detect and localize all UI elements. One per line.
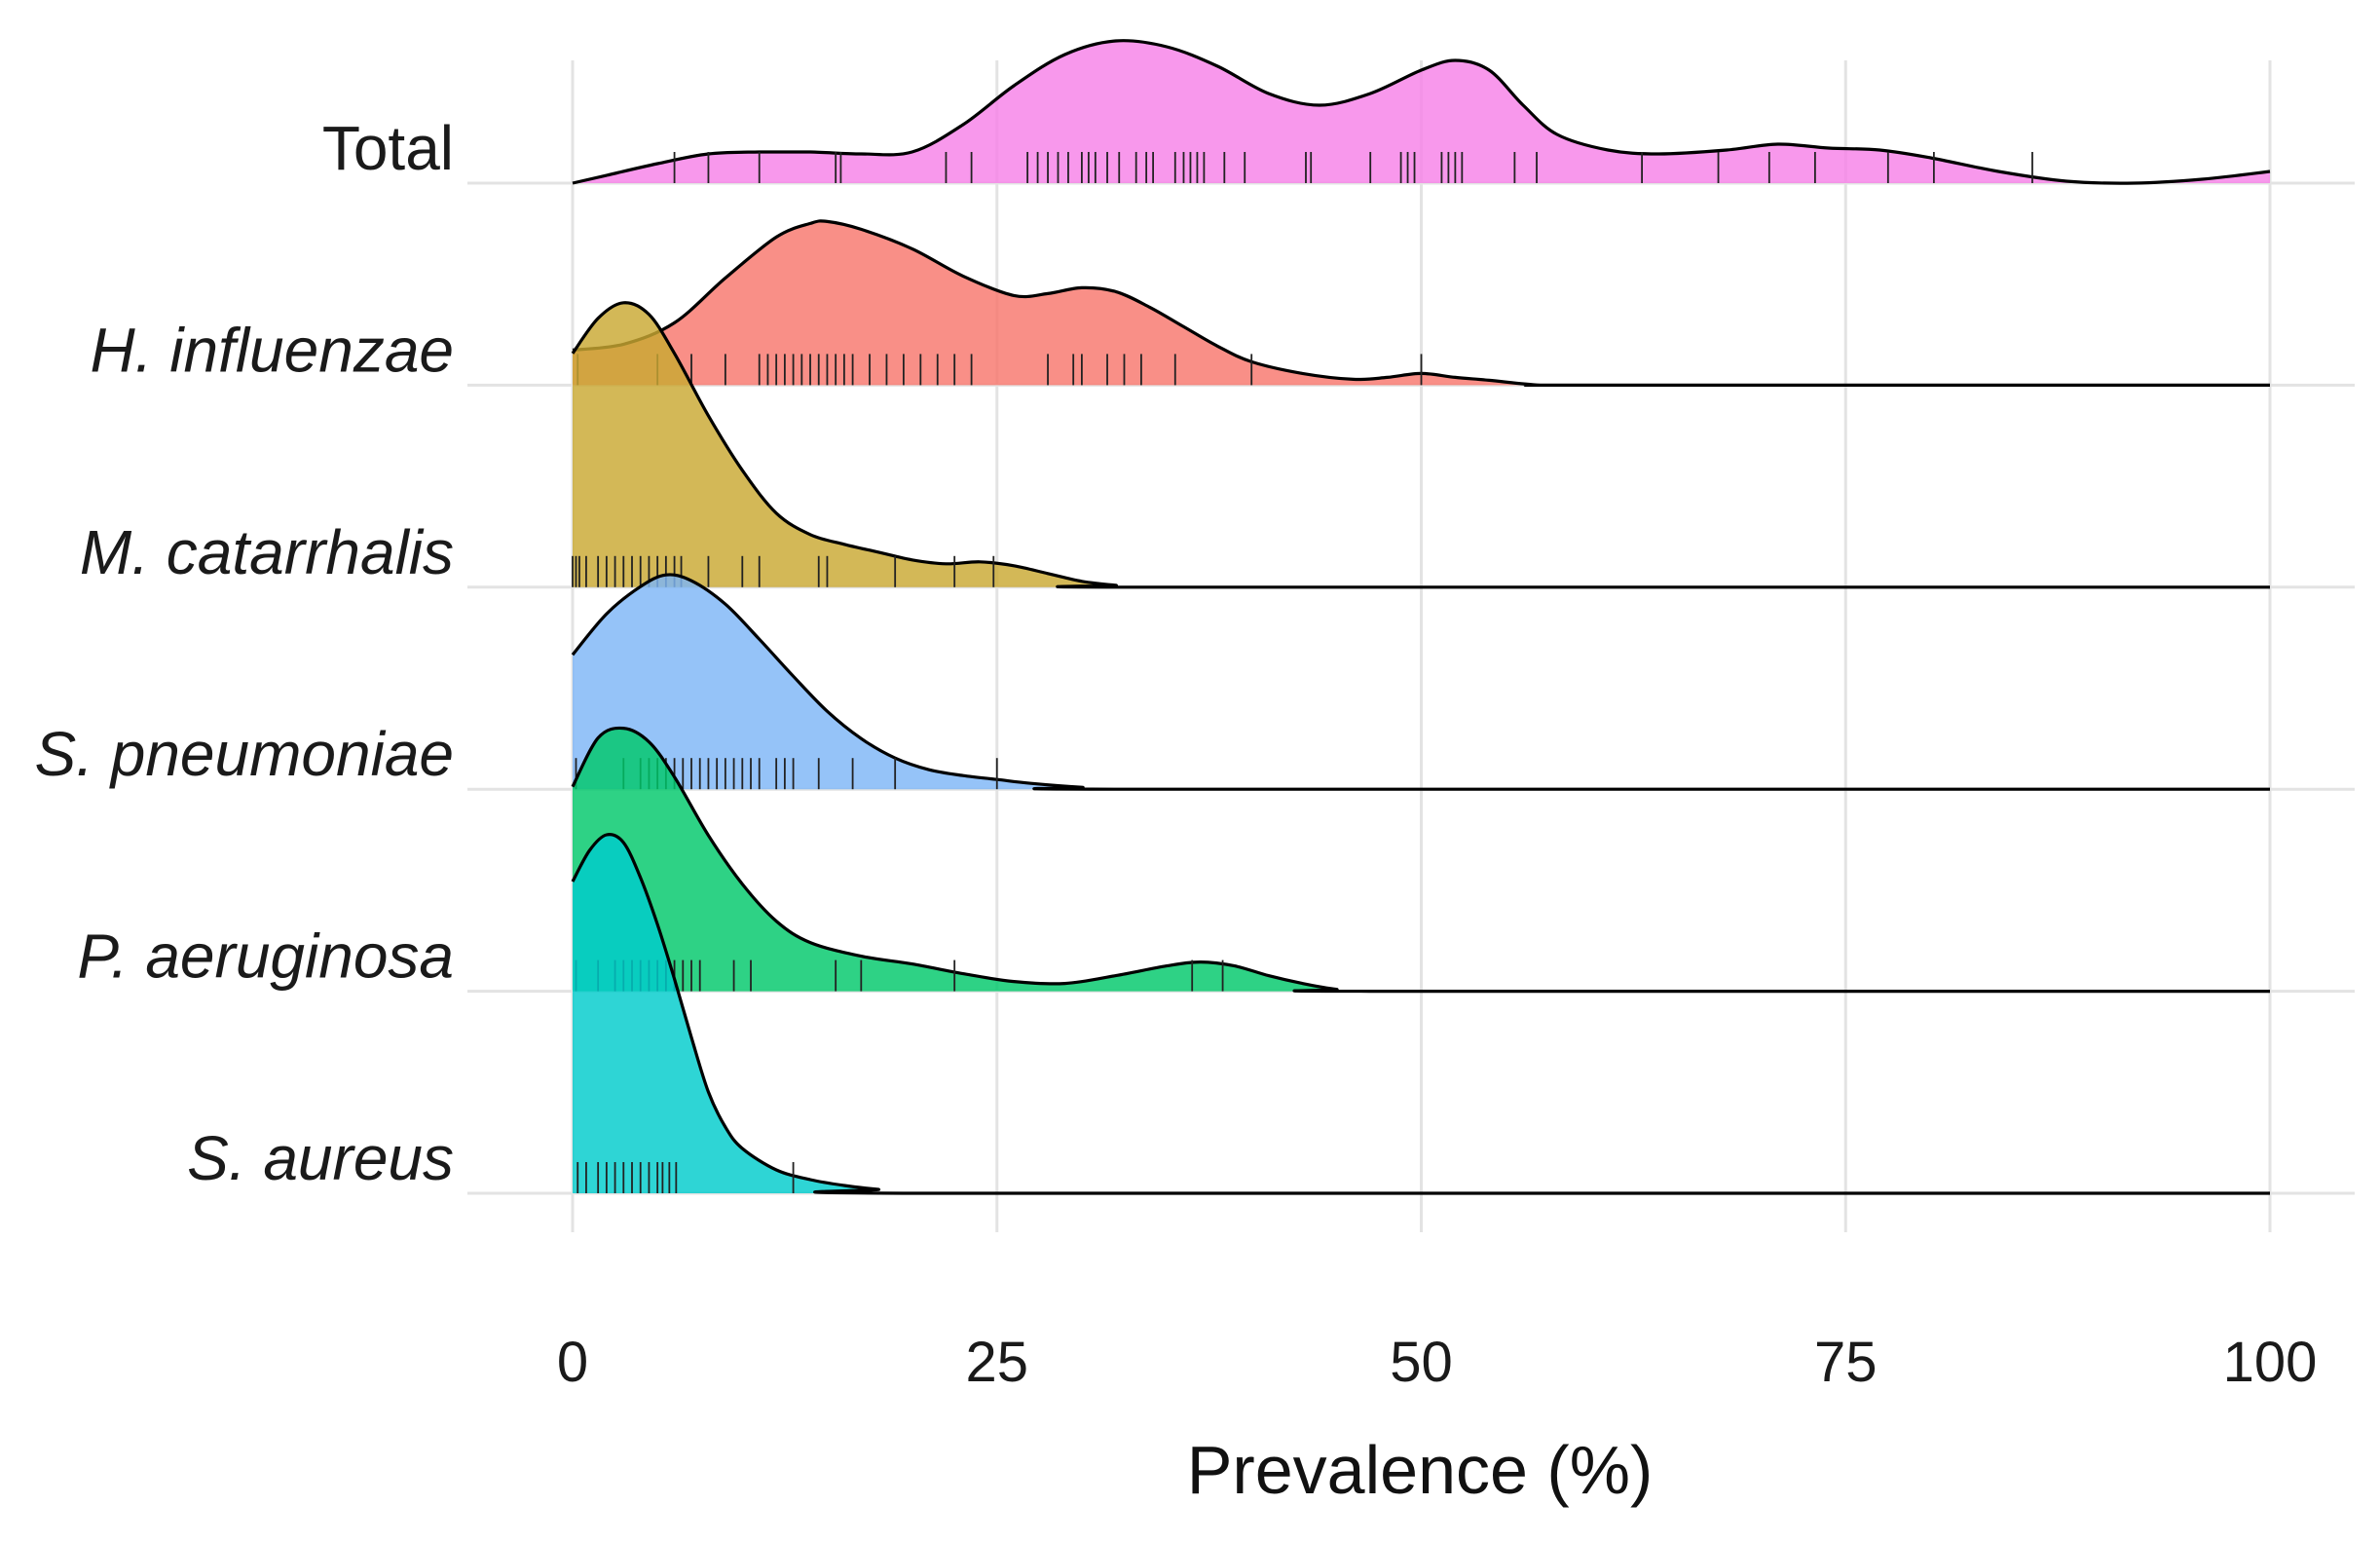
density-area-total (573, 40, 2270, 184)
category-label-p-aeruginosa: P. aeruginosa (77, 921, 454, 992)
ridge-m-catarrhalis (571, 301, 2270, 589)
category-label-s-pneumoniae: S. pneumoniae (34, 719, 454, 789)
x-tick-label-100: 100 (2223, 1331, 2318, 1394)
category-label-m-catarrhalis: M. catarrhalis (80, 517, 454, 587)
density-area-h-influenzae (573, 220, 2270, 386)
ridge-s-aureus (571, 833, 2270, 1195)
density-curve-p-aeruginosa (571, 726, 2270, 994)
x-tick-label-75: 75 (1814, 1331, 1878, 1394)
x-tick-label-50: 50 (1390, 1331, 1453, 1394)
x-tick-label-25: 25 (965, 1331, 1028, 1394)
category-labels: Total H. influenzae M. catarrhalis S. pneum… (34, 113, 454, 1193)
ridge-total (572, 39, 2271, 185)
x-axis: 0 25 50 75 100 (557, 1331, 2318, 1394)
density-area-p-aeruginosa (573, 728, 2270, 992)
density-curve-h-influenzae (572, 219, 2270, 388)
x-axis-title: Prevalence (%) (1187, 1432, 1654, 1508)
ridges (571, 39, 2271, 1195)
x-tick-label-0: 0 (557, 1331, 588, 1394)
density-area-s-aureus (573, 834, 2270, 1193)
density-curve-s-pneumoniae (571, 573, 2270, 791)
category-label-s-aureus: S. aureus (187, 1123, 454, 1193)
category-label-total: Total (322, 113, 454, 183)
density-curve-total (572, 39, 2271, 185)
category-label-h-influenzae: H. influenzae (90, 315, 454, 385)
density-curve-m-catarrhalis (571, 301, 2270, 589)
density-curve-s-aureus (571, 833, 2270, 1195)
